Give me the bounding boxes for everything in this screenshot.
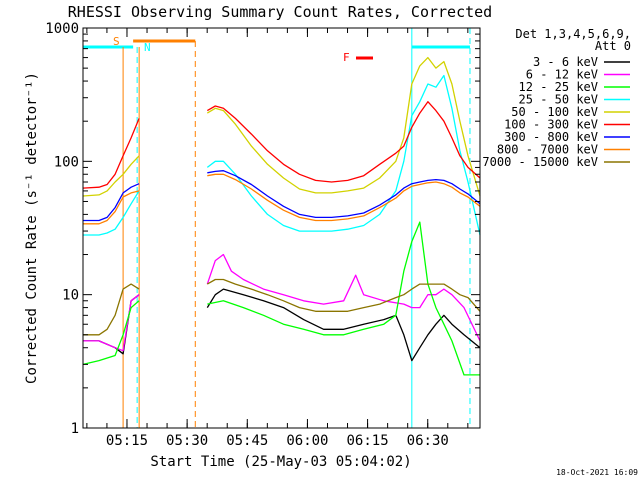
night-label: N — [144, 41, 151, 54]
y-tick-label: 1 — [71, 421, 79, 437]
series-line-2 — [82, 300, 140, 366]
legend-header-line-2: Att 0 — [595, 39, 631, 53]
plot-frame — [82, 27, 481, 429]
x-axis-label: Start Time (25-May-03 05:04:02) — [150, 454, 411, 470]
series-line-4 — [206, 56, 481, 197]
chart-title: RHESSI Observing Summary Count Rates, Co… — [68, 3, 492, 21]
series-line-4 — [82, 155, 140, 197]
x-tick-label: 05:45 — [226, 433, 268, 449]
legend-label: 800 - 7000 keV — [497, 143, 598, 157]
series-line-5 — [206, 101, 481, 183]
y-axis: 1 10 100 1000 — [45, 21, 480, 437]
legend-label: 50 - 100 keV — [511, 105, 598, 119]
series-line-7 — [83, 190, 140, 225]
flare-label: F — [343, 51, 350, 64]
series-line-7 — [207, 173, 481, 222]
x-tick-label: 06:00 — [286, 433, 328, 449]
series-line-5 — [82, 118, 140, 189]
footer-date: 18-Oct-2021 16:09 — [556, 468, 638, 477]
y-axis-label: Corrected Count Rate (s⁻¹ detector⁻¹) — [24, 72, 40, 384]
series-line-1 — [206, 253, 481, 342]
saa-label: S — [113, 35, 120, 48]
x-tick-label: 06:30 — [407, 433, 449, 449]
series-line-1 — [83, 294, 140, 352]
observing-flag-overlays: S N F — [83, 28, 471, 428]
y-tick-label: 1000 — [45, 21, 79, 37]
y-tick-label: 10 — [62, 288, 79, 304]
series-layer — [82, 56, 481, 376]
x-tick-label: 05:30 — [166, 433, 208, 449]
series-line-2 — [207, 221, 480, 376]
series-line-6 — [83, 183, 140, 222]
legend-label: 12 - 25 keV — [519, 80, 598, 94]
legend-label: 100 - 300 keV — [504, 118, 598, 132]
legend-header-line-1: Det 1,3,4,5,6,9, — [515, 27, 631, 41]
series-line-3 — [206, 74, 481, 236]
series-line-3 — [83, 190, 140, 236]
legend-label: 6 - 12 keV — [526, 68, 598, 82]
x-axis: 05:15 05:30 05:45 06:00 06:15 06:30 — [86, 28, 469, 449]
legend-label: 3 - 6 keV — [533, 55, 598, 69]
x-tick-label: 05:15 — [106, 433, 148, 449]
x-tick-label: 06:15 — [347, 433, 389, 449]
legend-label: 300 - 800 keV — [504, 130, 598, 144]
series-line-8 — [206, 278, 481, 312]
legend-label: 25 - 50 keV — [519, 93, 598, 107]
series-line-6 — [207, 170, 481, 219]
legend-label: 7000 - 15000 keV — [482, 155, 598, 169]
series-line-8 — [83, 283, 140, 336]
y-tick-label: 100 — [54, 154, 79, 170]
